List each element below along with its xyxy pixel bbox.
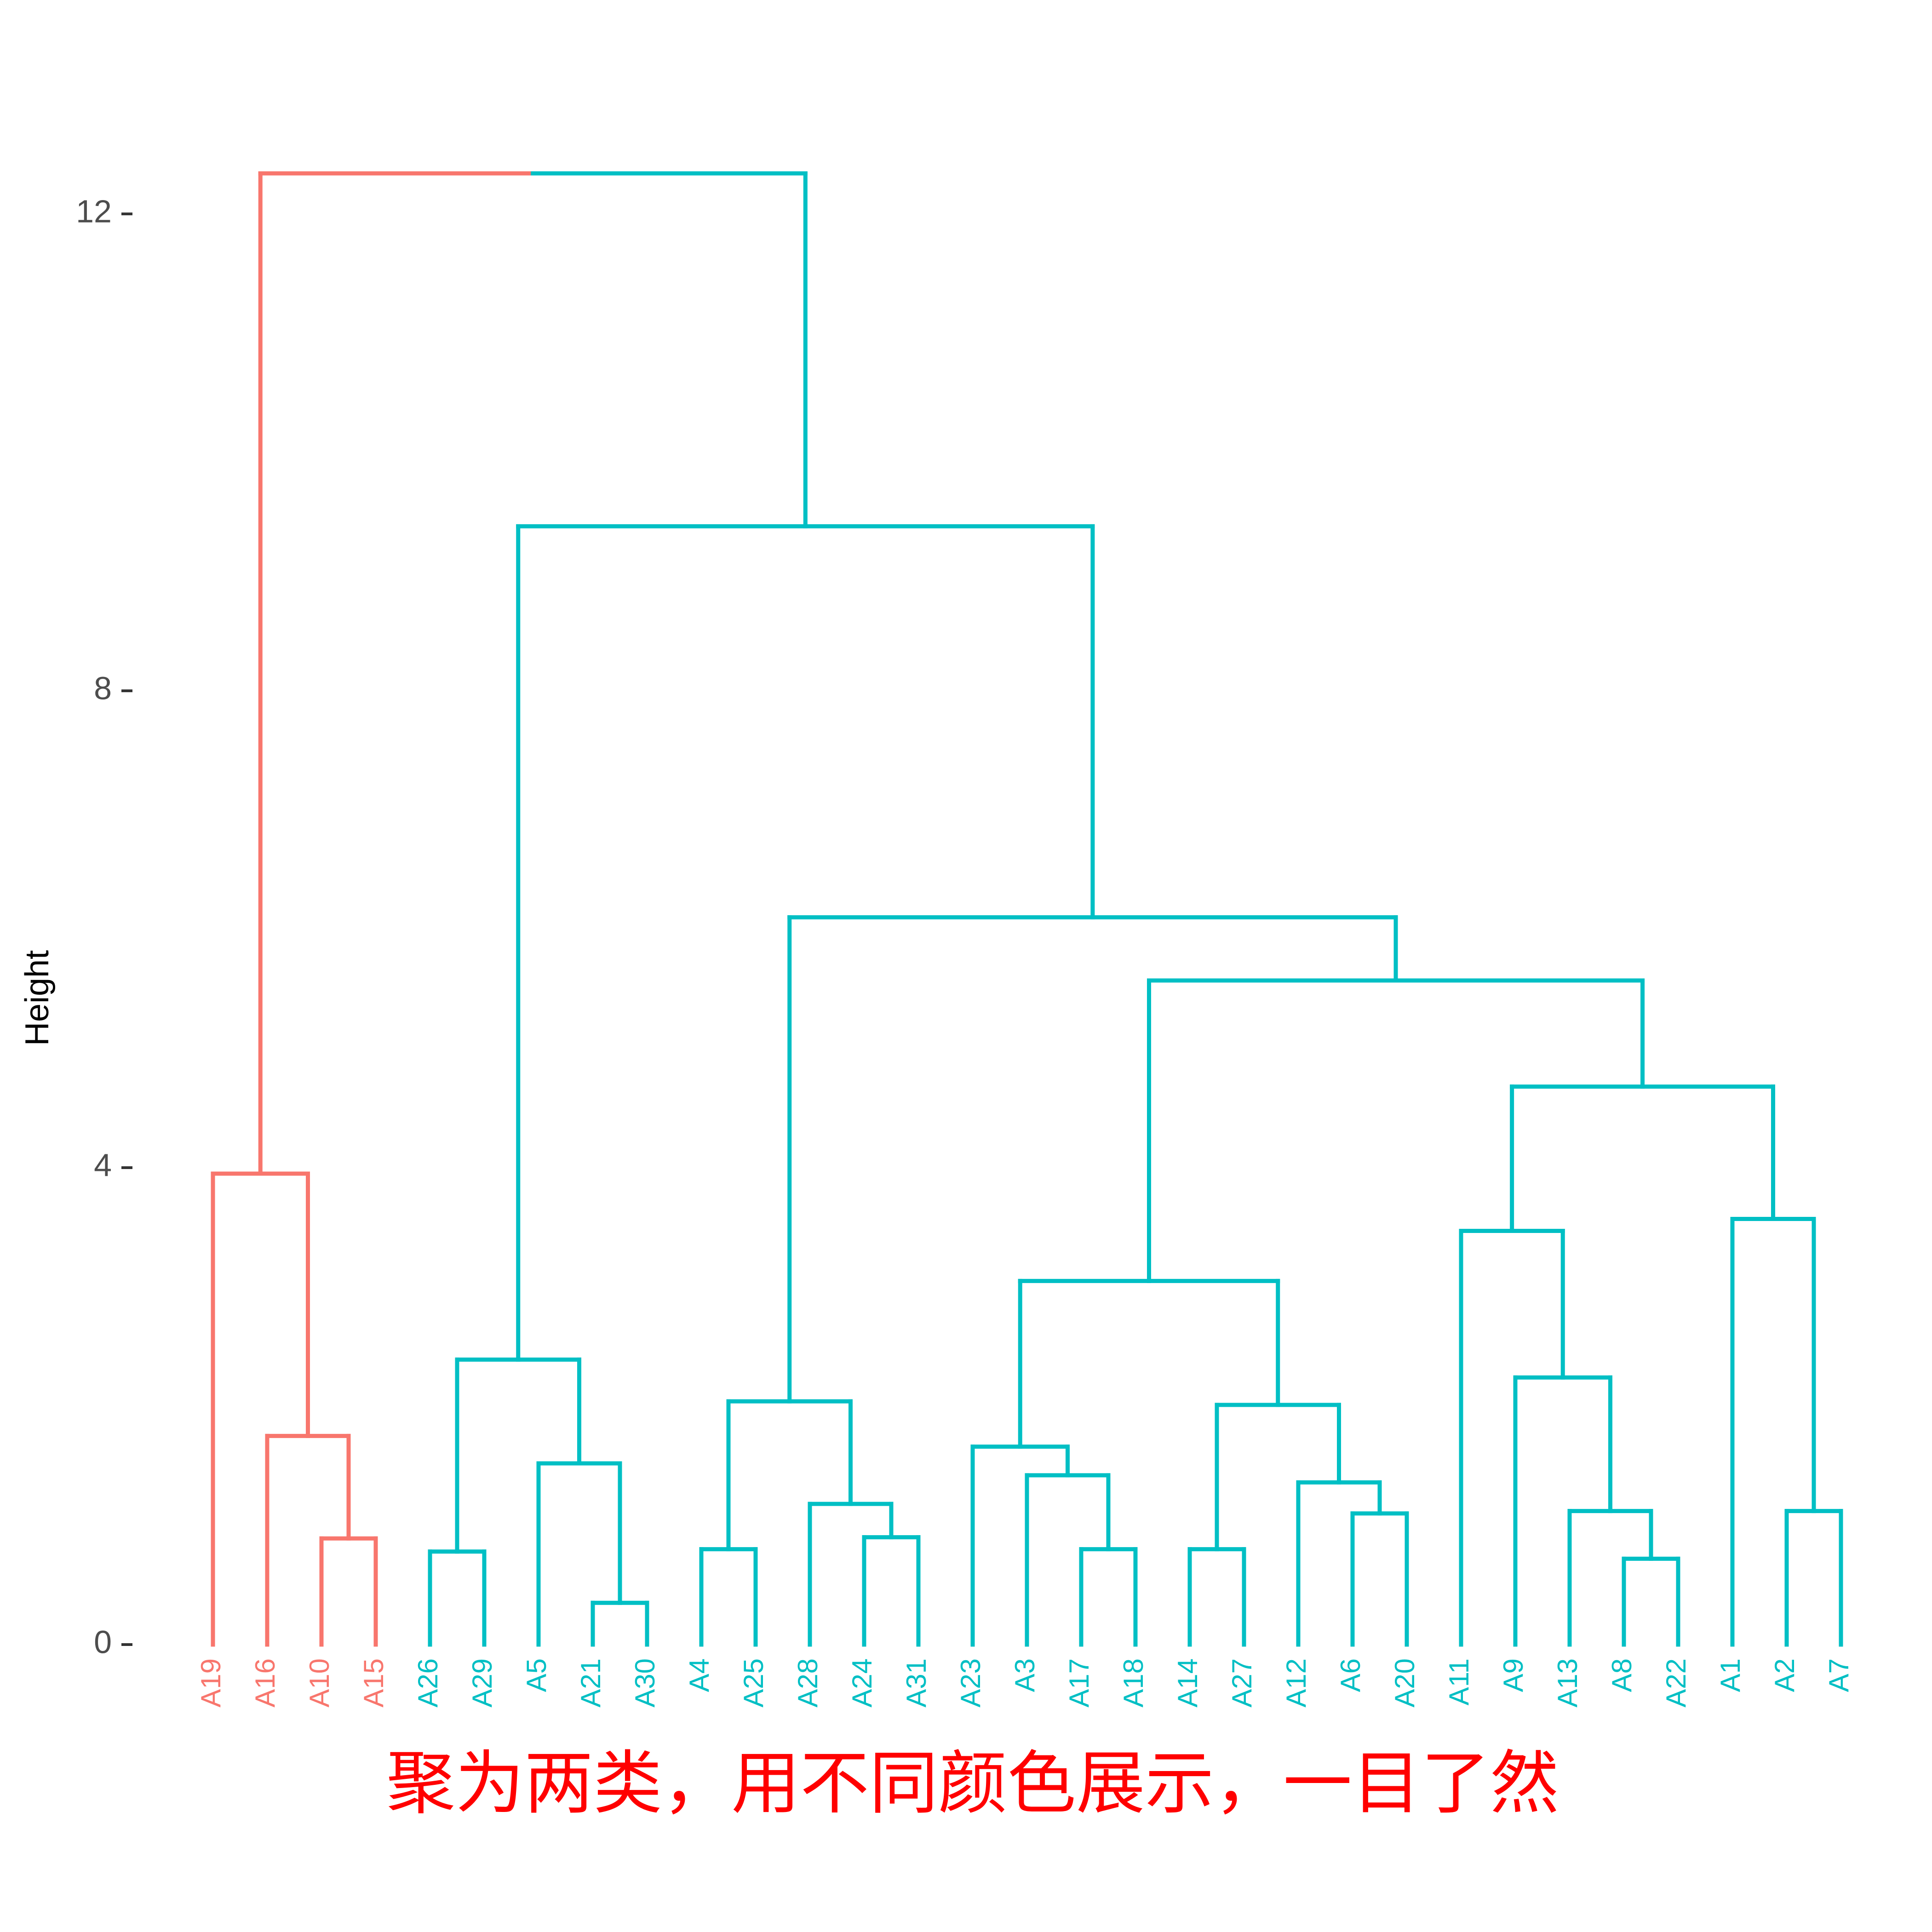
leaf-label: A23 (955, 1658, 986, 1708)
leaf-label: A1 (1715, 1658, 1746, 1692)
leaf-label: A4 (684, 1658, 715, 1692)
leaf-label: A2 (1769, 1658, 1800, 1692)
y-tick-label: 4 (94, 1147, 112, 1183)
y-axis-label: Height (19, 950, 56, 1046)
leaf-label: A24 (847, 1658, 877, 1708)
leaf-label: A5 (521, 1658, 552, 1692)
leaf-label: A21 (575, 1658, 606, 1708)
leaf-label: A14 (1172, 1658, 1203, 1708)
y-tick-label: 0 (94, 1624, 112, 1660)
leaf-label: A7 (1823, 1658, 1854, 1692)
leaf-label: A31 (901, 1658, 932, 1708)
leaf-label: A19 (195, 1658, 226, 1708)
leaf-label: A3 (1009, 1658, 1040, 1692)
leaf-label: A17 (1064, 1658, 1095, 1708)
leaf-label: A25 (738, 1658, 769, 1708)
leaf-label: A11 (1444, 1658, 1474, 1705)
leaf-label: A20 (1389, 1658, 1420, 1708)
leaf-label: A15 (358, 1658, 389, 1708)
leaf-label: A22 (1661, 1658, 1691, 1708)
leaf-label: A28 (792, 1658, 823, 1708)
leaf-label: A18 (1118, 1658, 1149, 1708)
leaf-label: A12 (1281, 1658, 1312, 1708)
leaf-label: A9 (1498, 1658, 1529, 1692)
leaf-label: A10 (304, 1658, 335, 1708)
caption: 聚为两类，用不同颜色展示，一目了然 (386, 1746, 1559, 1822)
leaf-label: A8 (1606, 1658, 1637, 1692)
leaf-label: A13 (1552, 1658, 1583, 1708)
leaf-label: A29 (467, 1658, 498, 1708)
y-tick-label: 12 (76, 194, 112, 229)
leaf-label: A27 (1227, 1658, 1257, 1708)
leaf-label: A6 (1335, 1658, 1366, 1692)
y-tick-label: 8 (94, 671, 112, 706)
leaf-label: A30 (630, 1658, 660, 1708)
leaf-label: A16 (250, 1658, 281, 1708)
leaf-label: A26 (413, 1658, 443, 1708)
